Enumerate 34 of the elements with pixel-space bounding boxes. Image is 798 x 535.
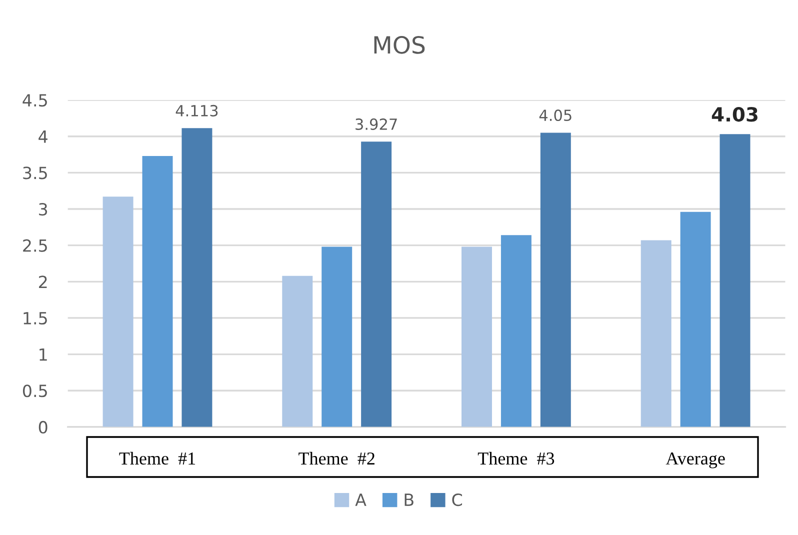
y-tick-label: 2.5 — [23, 239, 47, 252]
data-label: 3.927 — [356, 118, 397, 130]
bar — [462, 246, 492, 427]
bar — [361, 142, 392, 427]
x-tick-label: Theme #1 — [119, 452, 196, 465]
chart-title: MOS — [374, 36, 425, 54]
legend-label: B — [404, 494, 414, 506]
data-label: 4.03 — [712, 106, 758, 122]
y-tick-label: 3 — [39, 202, 48, 216]
bar — [282, 276, 313, 427]
legend-label: A — [355, 494, 366, 506]
y-tick-label: 1 — [40, 348, 47, 361]
bar — [102, 196, 134, 427]
data-label: 4.05 — [539, 110, 572, 122]
y-tick-label: 1.5 — [24, 312, 47, 325]
bar — [322, 246, 352, 427]
bar — [142, 156, 173, 427]
y-tick-label: 0.5 — [22, 384, 47, 398]
bar — [640, 240, 672, 427]
x-tick-label: Theme #2 — [298, 452, 374, 465]
bar — [540, 132, 571, 427]
data-label: 4.113 — [176, 104, 218, 116]
x-tick-label: Theme #3 — [478, 452, 554, 465]
legend-label: C — [452, 493, 462, 506]
bar — [182, 128, 212, 427]
y-tick-label: 3.5 — [23, 166, 47, 180]
bar — [680, 212, 711, 427]
x-tick-label: Average — [666, 452, 725, 468]
bar — [500, 235, 532, 427]
y-tick-label: 4 — [38, 130, 48, 143]
y-tick-label: 2 — [39, 276, 47, 288]
bar — [720, 134, 750, 427]
y-tick-label: 0 — [38, 420, 48, 434]
y-tick-label: 4.5 — [22, 94, 47, 107]
